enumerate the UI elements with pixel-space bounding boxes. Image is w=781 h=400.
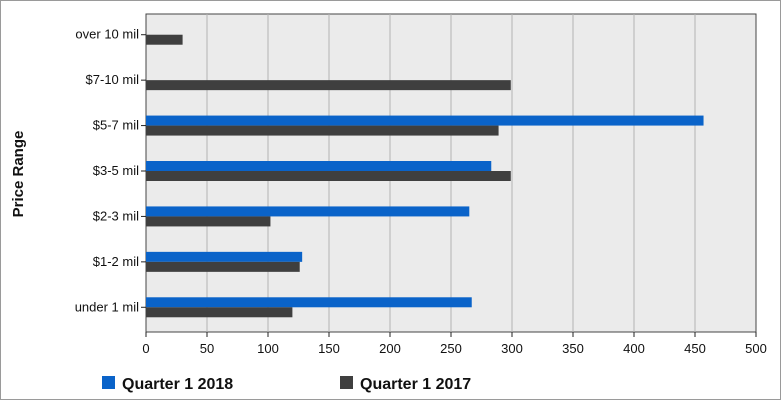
bar [146, 34, 183, 45]
legend: Quarter 1 2018 Quarter 1 2017 [102, 376, 471, 393]
x-tick-label: 500 [745, 341, 767, 356]
legend-label: Quarter 1 2017 [360, 376, 471, 393]
y-axis-title: Price Range [10, 131, 27, 218]
legend-swatch [340, 376, 353, 389]
category-label: over 10 mil [75, 27, 139, 42]
category-label: $2-3 mil [93, 208, 139, 223]
category-label: $1-2 mil [93, 254, 139, 269]
bar [146, 307, 293, 318]
category-label: $5-7 mil [93, 118, 139, 133]
bar [146, 125, 499, 136]
x-tick-label: 300 [501, 341, 523, 356]
value-axis: 0 50 100 150 200 250 300 350 400 450 500 [142, 332, 767, 356]
x-tick-label: 50 [200, 341, 214, 356]
bar [146, 251, 303, 262]
x-tick-label: 350 [562, 341, 584, 356]
bar [146, 80, 511, 91]
x-tick-label: 0 [142, 341, 149, 356]
category-axis: over 10 mil $7-10 mil $5-7 mil $3-5 mil $2-3… [75, 27, 146, 314]
bar [146, 297, 472, 308]
category-label: $7-10 mil [86, 72, 140, 87]
bar [146, 161, 492, 171]
bar [146, 115, 704, 126]
bar [146, 206, 470, 217]
x-tick-label: 250 [440, 341, 462, 356]
legend-label: Quarter 1 2018 [122, 376, 233, 393]
bar [146, 171, 511, 181]
x-tick-label: 150 [318, 341, 340, 356]
legend-swatch [102, 376, 115, 389]
x-tick-label: 200 [379, 341, 401, 356]
x-tick-label: 100 [257, 341, 279, 356]
bars [146, 34, 704, 318]
x-tick-label: 450 [684, 341, 706, 356]
bar [146, 261, 300, 272]
category-label: $3-5 mil [93, 163, 139, 178]
bar [146, 216, 271, 227]
x-tick-label: 400 [623, 341, 645, 356]
category-label: under 1 mil [75, 299, 139, 314]
